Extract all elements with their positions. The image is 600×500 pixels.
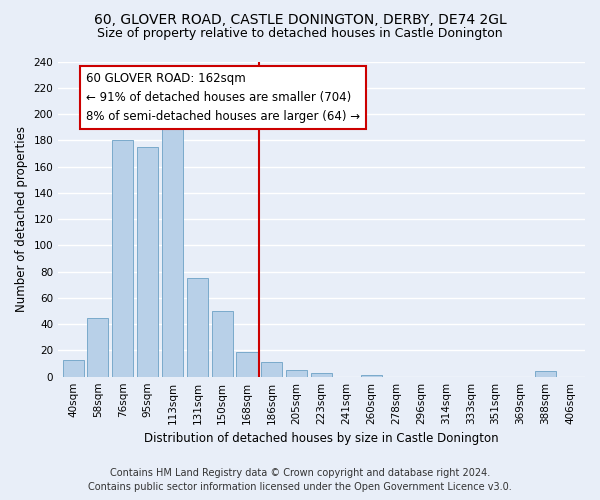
Bar [236,352,257,376]
Bar [62,360,83,376]
Bar [311,372,332,376]
Bar [262,362,283,376]
X-axis label: Distribution of detached houses by size in Castle Donington: Distribution of detached houses by size … [144,432,499,445]
Text: Size of property relative to detached houses in Castle Donington: Size of property relative to detached ho… [97,28,503,40]
Text: 60 GLOVER ROAD: 162sqm
← 91% of detached houses are smaller (704)
8% of semi-det: 60 GLOVER ROAD: 162sqm ← 91% of detached… [86,72,359,123]
Bar [112,140,133,376]
Bar [535,372,556,376]
Text: Contains HM Land Registry data © Crown copyright and database right 2024.
Contai: Contains HM Land Registry data © Crown c… [88,468,512,492]
Bar [137,147,158,376]
Bar [88,318,109,376]
Bar [286,370,307,376]
Y-axis label: Number of detached properties: Number of detached properties [15,126,28,312]
Text: 60, GLOVER ROAD, CASTLE DONINGTON, DERBY, DE74 2GL: 60, GLOVER ROAD, CASTLE DONINGTON, DERBY… [94,12,506,26]
Bar [212,311,233,376]
Bar [187,278,208,376]
Bar [162,120,183,376]
